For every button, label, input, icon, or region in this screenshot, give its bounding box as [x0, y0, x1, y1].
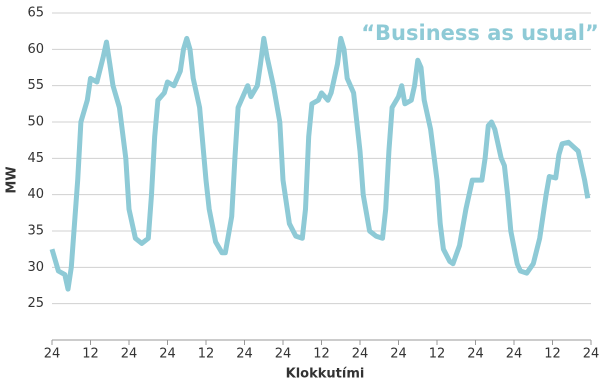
data-line — [49, 35, 591, 292]
y-tick-label: 55 — [27, 78, 44, 93]
y-tick-label: 45 — [27, 151, 44, 166]
x-tick-label: 24 — [506, 347, 523, 362]
y-tick-label: 50 — [27, 115, 44, 130]
y-tick-label: 60 — [27, 42, 44, 57]
x-tick-label: 24 — [44, 347, 61, 362]
y-axis-label: MW — [5, 166, 20, 193]
x-tick-label: 24 — [467, 347, 484, 362]
x-tick-label: 12 — [429, 347, 446, 362]
x-tick-label: 24 — [390, 347, 407, 362]
x-tick-label: 24 — [236, 347, 253, 362]
x-tick-label: 12 — [198, 347, 215, 362]
x-tick-label: 12 — [313, 347, 330, 362]
y-tick-label: 25 — [27, 296, 44, 311]
x-tick-label: 12 — [82, 347, 99, 362]
x-tick-label: 24 — [159, 347, 176, 362]
x-tick-label: 12 — [544, 347, 561, 362]
x-tick-label: 24 — [352, 347, 369, 362]
x-tick-label: 24 — [583, 347, 600, 362]
y-tick-label: 30 — [27, 260, 44, 275]
x-axis-label: Klokkutími — [286, 367, 365, 382]
annotation: “Business as usual” — [361, 21, 599, 45]
y-tick-label: 35 — [27, 224, 44, 239]
y-tick-label: 40 — [27, 187, 44, 202]
x-tick-label: 24 — [275, 347, 292, 362]
x-tick-label: 24 — [121, 347, 138, 362]
y-tick-label: 65 — [27, 6, 44, 21]
